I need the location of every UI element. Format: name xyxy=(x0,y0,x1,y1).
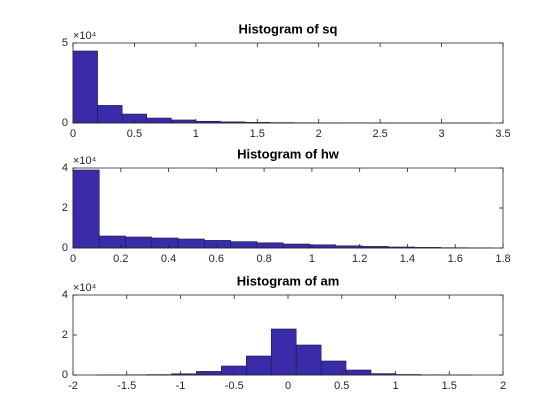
histogram-bar xyxy=(170,119,197,124)
x-tick-label: 3 xyxy=(439,128,445,140)
histogram-bar xyxy=(72,50,98,124)
x-tick-label: 0.8 xyxy=(256,253,271,265)
x-tick-label: 0.6 xyxy=(209,253,224,265)
histogram-bar xyxy=(270,328,297,376)
y-tick-label: 2 xyxy=(62,329,68,341)
axes-box xyxy=(72,42,504,124)
x-tick-label: 0.5 xyxy=(127,128,142,140)
histogram-bar xyxy=(72,169,100,249)
axes-background xyxy=(73,43,503,123)
x-tick-label: 1.6 xyxy=(448,253,463,265)
histogram-bar xyxy=(98,235,126,249)
y-tick-label: 0 xyxy=(62,242,68,254)
y-multiplier: ×10⁴ xyxy=(73,155,97,167)
histogram-bar xyxy=(97,105,123,124)
y-tick-label: 4 xyxy=(62,289,68,301)
x-tick-label: 1.8 xyxy=(495,253,510,265)
histogram-bar xyxy=(320,360,347,376)
y-tick-label: 0 xyxy=(62,369,68,381)
histogram-bar xyxy=(309,244,337,249)
x-tick-label: 1 xyxy=(392,380,398,392)
y-tick-label: 0 xyxy=(62,117,68,129)
x-tick-label: -2 xyxy=(68,380,78,392)
y-tick-label: 2 xyxy=(62,202,68,214)
histogram-bar xyxy=(204,240,231,249)
histogram-bar xyxy=(345,369,372,376)
x-tick-label: 0 xyxy=(285,380,291,392)
x-tick-label: 1 xyxy=(193,128,199,140)
histogram-bar xyxy=(151,237,179,249)
histogram-bar xyxy=(282,243,310,249)
x-tick-label: 1.2 xyxy=(352,253,367,265)
histogram-bar xyxy=(221,365,247,376)
x-tick-label: 0.2 xyxy=(113,253,128,265)
y-multiplier: ×10⁴ xyxy=(73,282,97,294)
x-tick-label: 2 xyxy=(500,380,506,392)
histogram-bar xyxy=(125,236,153,249)
histogram-bar xyxy=(256,242,284,249)
histogram-bar xyxy=(245,355,272,376)
x-tick-label: 1.5 xyxy=(442,380,457,392)
x-tick-label: 1 xyxy=(309,253,315,265)
chart-title: Histogram of hw xyxy=(237,146,340,161)
x-tick-label: 3.5 xyxy=(495,128,510,140)
histogram-bar xyxy=(146,117,172,124)
x-tick-label: -1 xyxy=(176,380,186,392)
histogram-bar xyxy=(295,344,322,376)
chart-title: Histogram of am xyxy=(237,273,340,288)
histogram-bar xyxy=(196,371,222,376)
axes-background xyxy=(73,168,503,248)
histogram-bar xyxy=(177,238,205,249)
x-tick-label: -1.5 xyxy=(117,380,136,392)
x-tick-label: 0.5 xyxy=(334,380,349,392)
histogram-bar xyxy=(230,241,258,249)
x-tick-label: 0 xyxy=(70,128,76,140)
x-tick-label: 1.5 xyxy=(250,128,265,140)
y-tick-label: 4 xyxy=(62,162,68,174)
y-tick-label: 5 xyxy=(62,37,68,49)
x-tick-label: 0 xyxy=(70,253,76,265)
y-multiplier: ×10⁴ xyxy=(73,30,97,42)
x-tick-label: 1.4 xyxy=(400,253,415,265)
chart-title: Histogram of sq xyxy=(239,21,338,36)
x-tick-label: 2.5 xyxy=(372,128,387,140)
x-tick-label: 2 xyxy=(316,128,322,140)
x-tick-label: 0.4 xyxy=(161,253,176,265)
x-tick-label: -0.5 xyxy=(225,380,244,392)
